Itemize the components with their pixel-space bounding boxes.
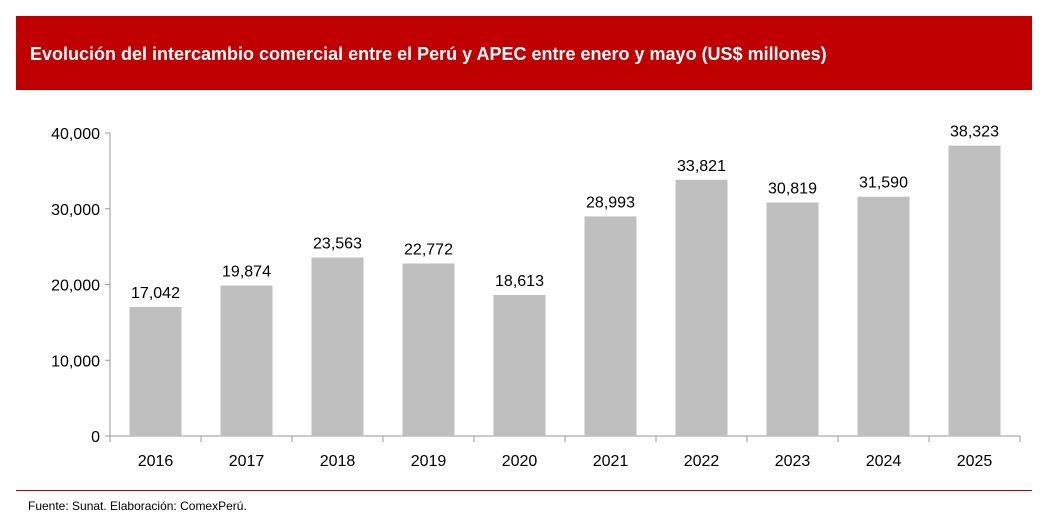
bar [402,263,455,436]
bar-data-label: 38,323 [950,124,999,141]
bar-data-label: 18,613 [495,273,544,290]
bar [675,179,728,437]
bar-data-label: 17,042 [131,285,180,302]
bar [857,196,910,436]
bar [584,216,637,436]
y-tick-label: 0 [91,429,100,446]
y-tick-label: 30,000 [51,202,100,219]
x-tick-label: 2018 [320,453,356,470]
bar-data-label: 22,772 [404,242,453,259]
bar [129,306,182,436]
bar [493,295,546,436]
chart-header: Evolución del intercambio comercial entr… [16,16,1032,90]
bar-data-label: 23,563 [313,236,362,253]
bar-data-label: 31,590 [859,175,908,192]
x-tick-label: 2020 [502,453,538,470]
bar [948,145,1001,436]
bar [766,202,819,436]
chart-title: Evolución del intercambio comercial entr… [30,44,827,64]
x-tick-label: 2024 [866,453,902,470]
x-tick-label: 2016 [138,453,174,470]
bar [220,285,273,436]
x-tick-label: 2022 [684,453,720,470]
x-tick-label: 2019 [411,453,447,470]
x-tick-label: 2025 [957,453,993,470]
y-tick-label: 20,000 [51,278,100,295]
y-tick-label: 10,000 [51,353,100,370]
source-note: Fuente: Sunat. Elaboración: ComexPerú. [28,499,247,513]
bar-data-label: 33,821 [677,158,726,175]
x-tick-label: 2017 [229,453,265,470]
x-tick-label: 2023 [775,453,811,470]
x-tick-label: 2021 [593,453,629,470]
bar-data-label: 30,819 [768,181,817,198]
bar [311,257,364,436]
y-tick-label: 40,000 [51,126,100,143]
bar-data-label: 19,874 [222,263,271,280]
bar-chart: 0 10,000 20,000 30,000 40,000 17,042 2016 19,87… [51,124,1021,470]
footer-divider [16,490,1032,491]
bar-data-label: 28,993 [586,194,635,211]
